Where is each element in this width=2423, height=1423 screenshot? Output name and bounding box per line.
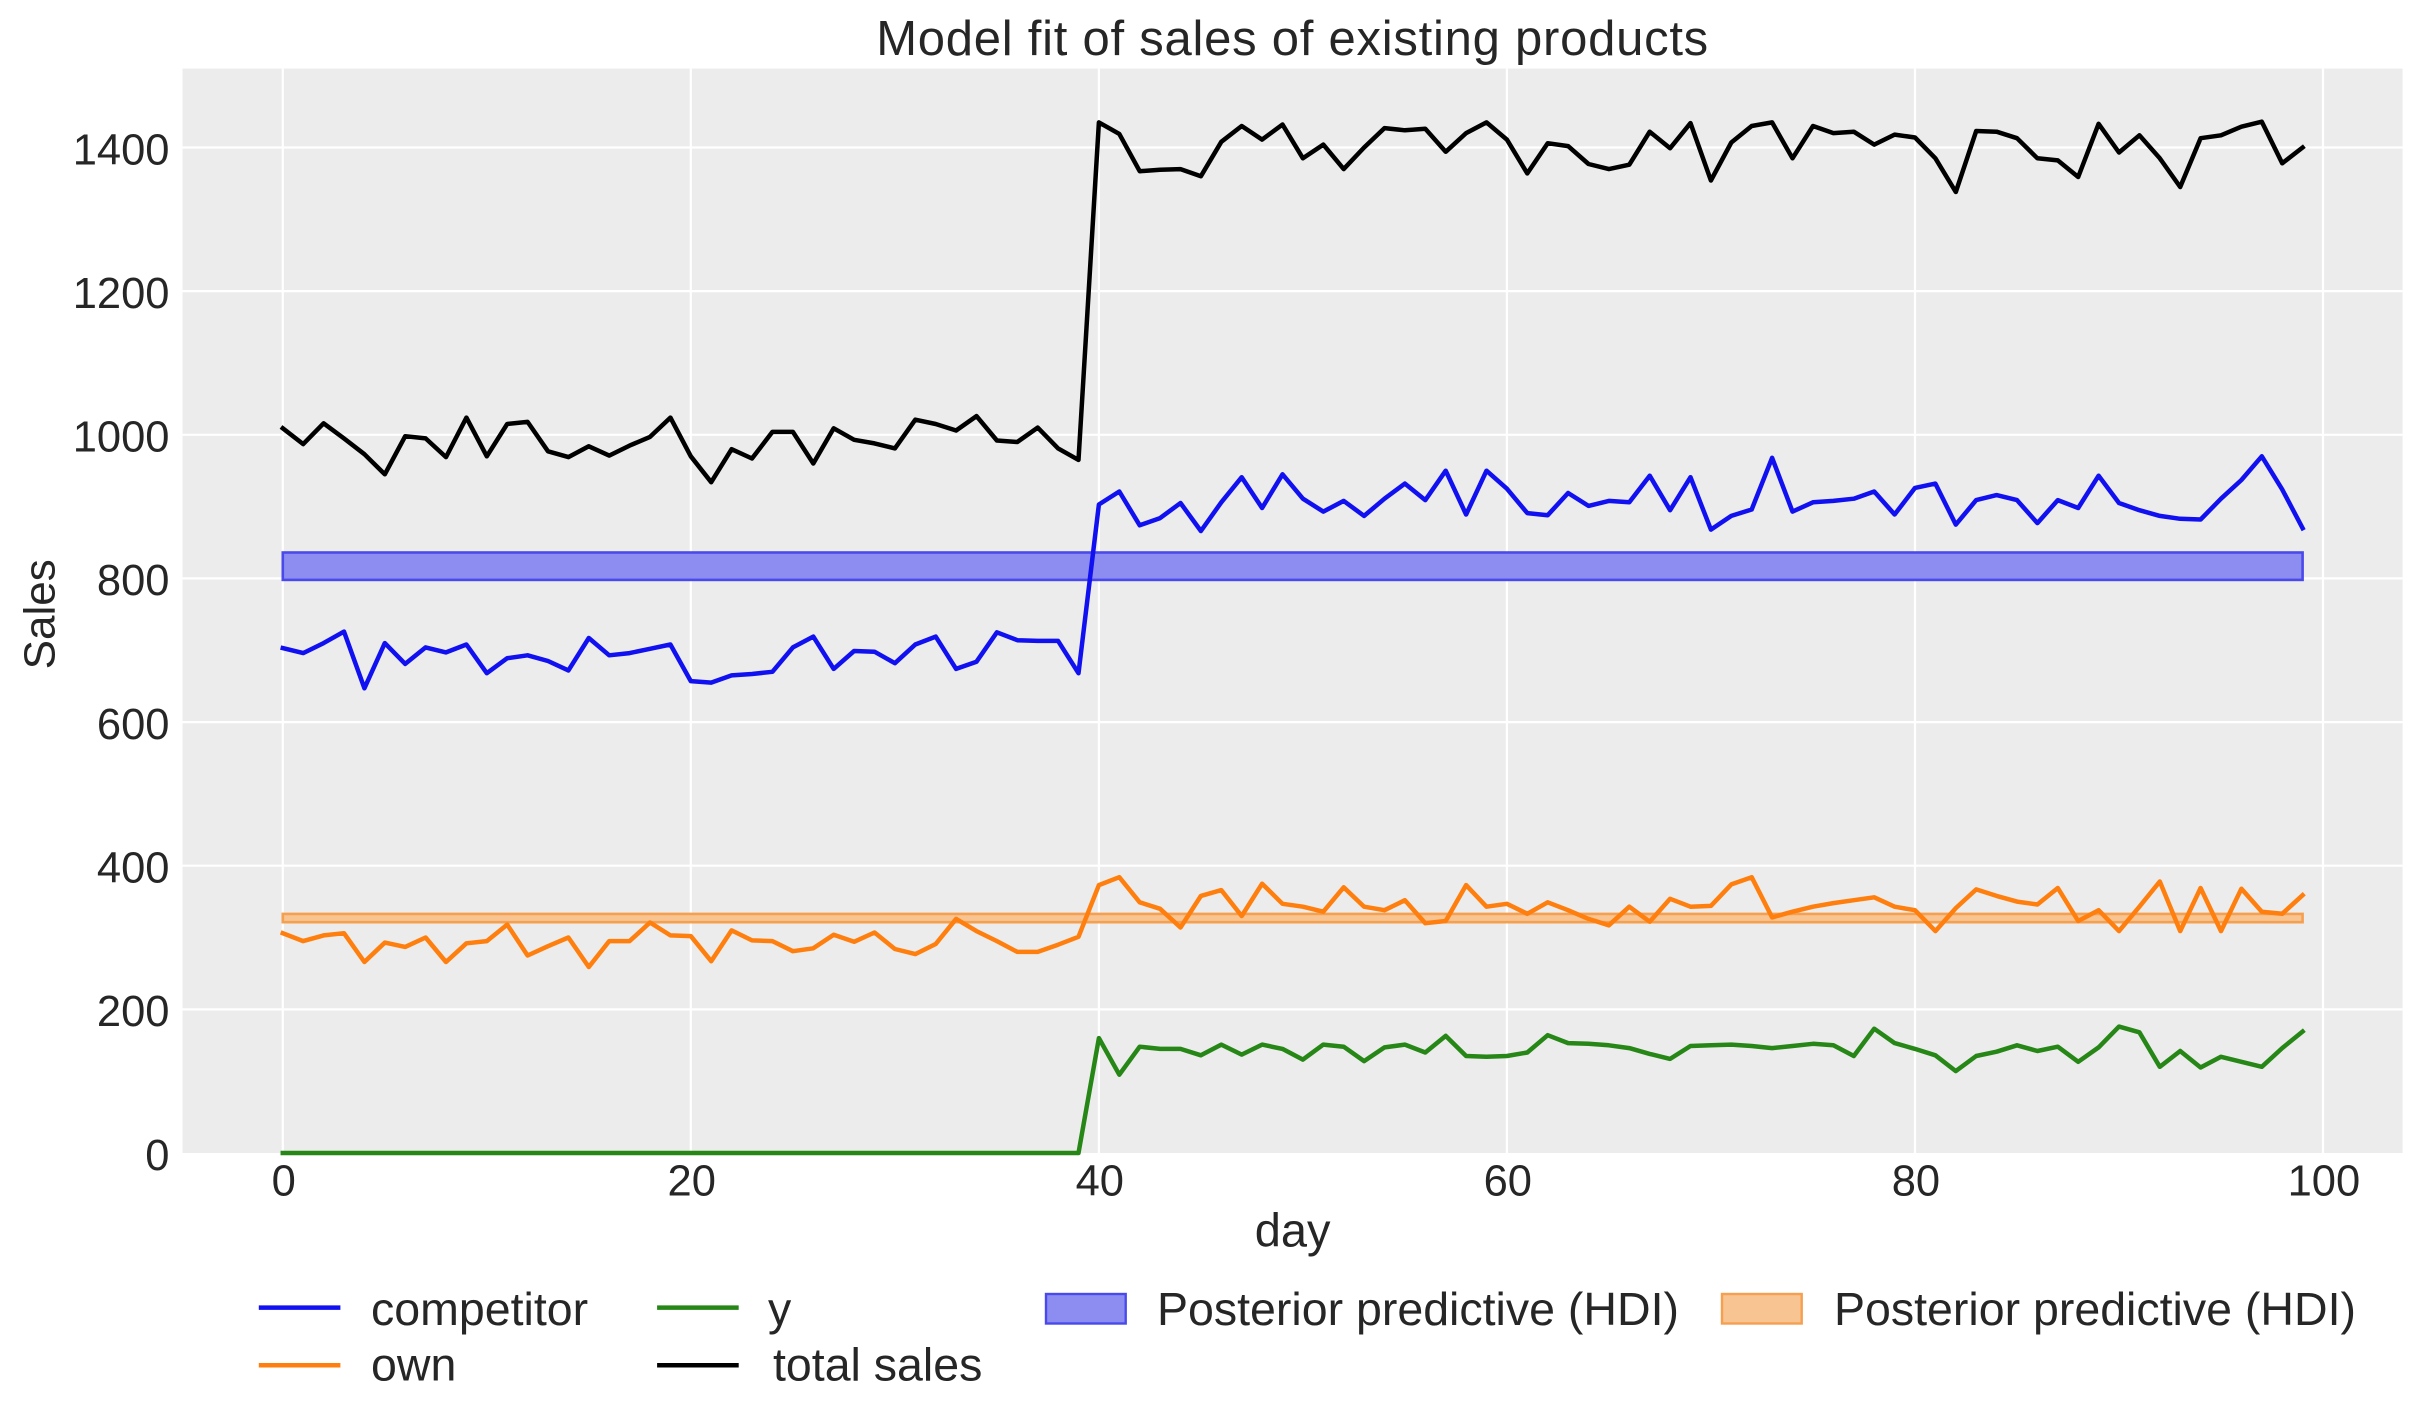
- svg-text:80: 80: [1892, 1157, 1940, 1205]
- svg-text:400: 400: [97, 845, 170, 893]
- svg-text:0: 0: [272, 1157, 296, 1205]
- svg-text:competitor: competitor: [371, 1283, 588, 1335]
- svg-text:own: own: [371, 1339, 456, 1391]
- svg-text:200: 200: [97, 988, 170, 1036]
- svg-text:total sales: total sales: [773, 1339, 982, 1391]
- svg-text:60: 60: [1484, 1157, 1532, 1205]
- svg-text:800: 800: [97, 557, 170, 605]
- svg-text:40: 40: [1076, 1157, 1124, 1205]
- svg-text:20: 20: [668, 1157, 716, 1205]
- svg-text:Model fit of sales of existing: Model fit of sales of existing products: [876, 12, 1709, 66]
- svg-text:1000: 1000: [73, 414, 170, 462]
- svg-text:Sales: Sales: [16, 559, 65, 669]
- svg-text:Posterior predictive (HDI): Posterior predictive (HDI): [1834, 1283, 2356, 1335]
- svg-text:100: 100: [2288, 1157, 2361, 1205]
- svg-text:y: y: [768, 1283, 792, 1335]
- svg-text:1200: 1200: [73, 270, 170, 318]
- svg-text:0: 0: [145, 1132, 169, 1180]
- svg-text:Posterior predictive (HDI): Posterior predictive (HDI): [1157, 1283, 1679, 1335]
- svg-text:1400: 1400: [73, 126, 170, 174]
- svg-text:600: 600: [97, 701, 170, 749]
- svg-text:day: day: [1255, 1203, 1331, 1256]
